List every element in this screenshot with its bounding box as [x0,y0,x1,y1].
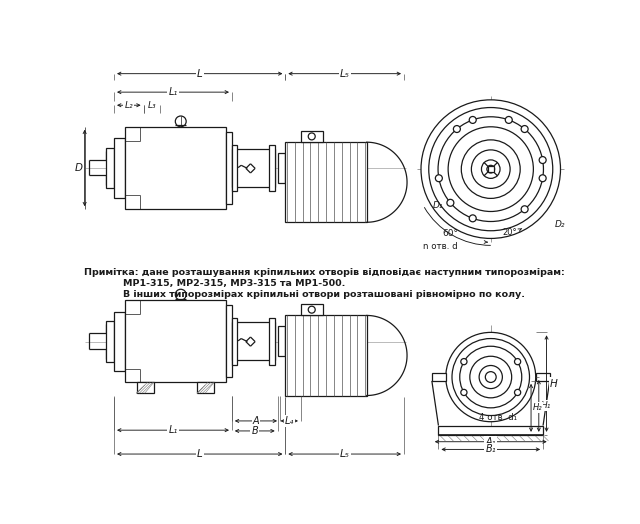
Text: В інших типорозмірах кріпильні отвори розташовані рівномірно по колу.: В інших типорозмірах кріпильні отвори ро… [123,290,525,299]
Circle shape [461,389,467,396]
Circle shape [469,215,476,222]
Circle shape [470,356,511,398]
Bar [226,132,232,204]
Text: H: H [550,378,557,389]
Text: L₅: L₅ [340,449,349,459]
Bar [125,127,226,209]
Circle shape [435,175,442,182]
Bar [301,304,323,315]
Bar [106,321,114,362]
Text: 4 отв. d₁: 4 отв. d₁ [479,413,518,422]
Bar [488,166,494,172]
Text: МР1-315, МР2-315, МР3-315 та МР1-500.: МР1-315, МР2-315, МР3-315 та МР1-500. [123,279,345,288]
Text: n отв. d: n отв. d [422,242,457,252]
Text: 60°: 60° [443,228,459,238]
Circle shape [481,160,500,178]
Circle shape [446,332,536,422]
Bar [125,300,226,383]
Circle shape [539,157,546,163]
Text: L₄: L₄ [285,416,294,426]
Circle shape [521,126,528,133]
Bar [269,145,275,191]
Circle shape [448,127,533,212]
Bar [269,318,275,365]
Circle shape [429,107,553,231]
Circle shape [487,165,495,173]
Text: A: A [253,416,259,426]
Circle shape [469,116,476,124]
Bar [114,138,125,198]
Bar [197,383,214,393]
Text: L: L [197,449,203,459]
Circle shape [421,100,561,238]
Text: B₁: B₁ [485,444,496,454]
Bar [278,326,285,356]
Bar [114,312,125,371]
Text: L₁: L₁ [168,87,178,97]
Bar [438,425,543,435]
Circle shape [539,175,546,182]
Bar [278,153,285,183]
Circle shape [485,372,496,383]
Circle shape [447,199,454,206]
Circle shape [460,346,522,408]
Circle shape [461,358,467,365]
Circle shape [479,366,502,389]
Circle shape [472,150,510,189]
Circle shape [461,140,520,199]
Bar [232,322,275,360]
Text: H₂: H₂ [532,403,542,412]
Text: B: B [252,426,258,436]
Bar [232,318,237,365]
Bar [226,305,232,377]
Circle shape [452,339,529,416]
Text: L: L [197,69,203,79]
Text: L₁: L₁ [168,425,178,435]
Text: L₂: L₂ [125,101,133,110]
Bar [285,315,367,396]
Bar [301,130,323,142]
Bar [285,142,367,222]
Text: D₂: D₂ [555,220,566,229]
Circle shape [308,306,316,313]
Circle shape [308,133,316,140]
Text: L₃: L₃ [147,101,156,110]
Text: A₁: A₁ [486,436,496,447]
Text: L₅: L₅ [340,69,349,79]
Text: H₁: H₁ [541,401,552,410]
Text: D: D [75,163,83,173]
Circle shape [175,289,186,300]
Bar [232,145,237,191]
Bar [232,149,275,187]
Bar [106,148,114,189]
Bar [136,383,154,393]
Circle shape [515,389,521,396]
Text: 20°: 20° [502,227,517,237]
Bar [432,373,446,381]
Text: D₁: D₁ [433,201,444,210]
Circle shape [175,116,186,127]
Circle shape [453,126,460,133]
Circle shape [521,206,528,213]
Text: Примітка: дане розташування кріпильних отворів відповідає наступним типорозмірам: Примітка: дане розташування кріпильних о… [84,268,564,278]
Circle shape [515,358,521,365]
Bar [536,373,550,381]
Circle shape [438,117,543,222]
Circle shape [506,116,512,124]
